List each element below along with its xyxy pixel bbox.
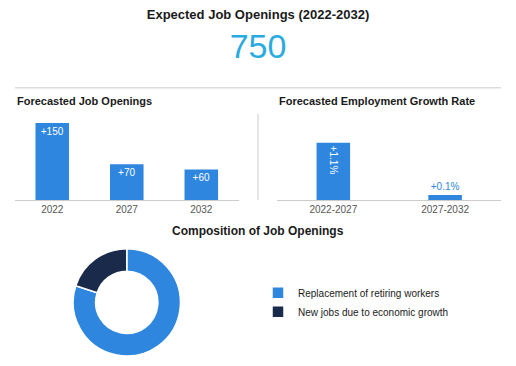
svg-text:Expected Job Openings (2022-20: Expected Job Openings (2022-2032): [147, 7, 370, 22]
svg-text:2032: 2032: [190, 204, 213, 215]
svg-text:New jobs due to economic growt: New jobs due to economic growth: [298, 307, 448, 318]
svg-text:+150: +150: [41, 126, 64, 137]
svg-text:750: 750: [230, 27, 287, 65]
svg-text:Forecasted Employment Growth R: Forecasted Employment Growth Rate: [279, 95, 475, 107]
svg-text:Composition of Job Openings: Composition of Job Openings: [172, 224, 344, 238]
svg-text:+70: +70: [118, 167, 135, 178]
svg-text:Replacement of retiring worker: Replacement of retiring workers: [298, 288, 439, 299]
svg-text:+1.1%: +1.1%: [328, 146, 339, 175]
svg-text:2027-2032: 2027-2032: [421, 204, 469, 215]
svg-text:+60: +60: [193, 172, 210, 183]
svg-text:2022: 2022: [41, 204, 64, 215]
svg-text:+0.1%: +0.1%: [431, 181, 460, 192]
svg-text:2022-2027: 2022-2027: [309, 204, 357, 215]
svg-text:Forecasted Job Openings: Forecasted Job Openings: [17, 95, 152, 107]
svg-text:2027: 2027: [116, 204, 139, 215]
